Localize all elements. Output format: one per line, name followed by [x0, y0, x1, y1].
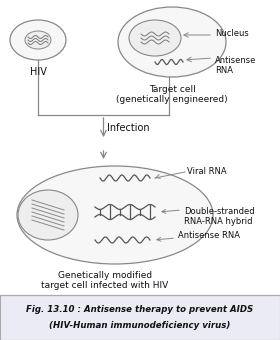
- Text: Antisense RNA: Antisense RNA: [178, 232, 240, 240]
- Ellipse shape: [25, 31, 51, 49]
- FancyBboxPatch shape: [0, 295, 280, 340]
- Text: Nucleus: Nucleus: [215, 30, 249, 38]
- Text: Fig. 13.10 : Antisense therapy to prevent AIDS: Fig. 13.10 : Antisense therapy to preven…: [26, 305, 254, 313]
- Text: Double-stranded
RNA-RNA hybrid: Double-stranded RNA-RNA hybrid: [184, 207, 255, 226]
- Ellipse shape: [17, 166, 213, 264]
- Ellipse shape: [129, 20, 181, 56]
- Ellipse shape: [118, 7, 226, 77]
- Text: Viral RNA: Viral RNA: [187, 167, 227, 175]
- Text: Genetically modified
target cell infected with HIV: Genetically modified target cell infecte…: [41, 271, 169, 290]
- Text: HIV: HIV: [30, 67, 46, 77]
- Text: Antisense
RNA: Antisense RNA: [215, 56, 256, 75]
- Text: Infection: Infection: [106, 123, 149, 133]
- Text: (HIV-Human immunodeficiency virus): (HIV-Human immunodeficiency virus): [49, 322, 231, 330]
- Ellipse shape: [18, 190, 78, 240]
- Text: Target cell
(genetically engineered): Target cell (genetically engineered): [116, 85, 228, 104]
- Ellipse shape: [10, 20, 66, 60]
